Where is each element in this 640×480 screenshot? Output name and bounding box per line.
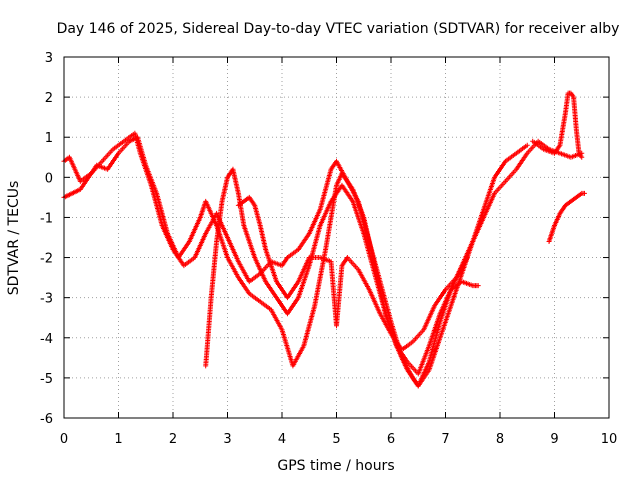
data-point-marker — [524, 142, 530, 148]
x-tick-label: 9 — [550, 432, 558, 447]
x-tick-label: 2 — [169, 432, 177, 447]
x-tick-label: 6 — [387, 432, 395, 447]
x-tick-label: 4 — [278, 432, 286, 447]
x-tick-label: 7 — [441, 432, 449, 447]
x-tick-label: 5 — [332, 432, 340, 447]
x-tick-label: 0 — [60, 432, 68, 447]
chart-title: Day 146 of 2025, Sidereal Day-to-day VTE… — [57, 21, 620, 37]
y-tick-label: -1 — [40, 211, 53, 226]
x-axis-ticks: 0 1 2 3 4 5 6 7 8 9 10 — [60, 57, 617, 447]
y-tick-label: 3 — [45, 51, 53, 66]
grid-lines — [64, 57, 609, 418]
y-tick-label: 1 — [45, 131, 53, 146]
y-tick-label: -5 — [40, 372, 53, 387]
y-tick-label: 2 — [45, 91, 53, 106]
y-tick-label: -2 — [40, 252, 53, 267]
y-tick-label: -6 — [40, 412, 53, 427]
x-axis-label: GPS time / hours — [277, 458, 394, 474]
y-tick-label: -4 — [40, 332, 53, 347]
x-tick-label: 8 — [496, 432, 504, 447]
y-axis-label: SDTVAR / TECUs — [6, 181, 22, 296]
x-tick-label: 10 — [601, 432, 618, 447]
data-point-marker — [579, 154, 585, 160]
y-tick-label: 0 — [45, 171, 53, 186]
data-points — [61, 90, 587, 389]
data-point-marker — [464, 255, 470, 261]
data-point-marker — [475, 283, 481, 289]
x-tick-label: 3 — [223, 432, 231, 447]
data-point-marker — [581, 190, 587, 196]
y-axis-ticks: 3 2 1 0 -1 -2 -3 -4 -5 -6 — [40, 51, 609, 427]
x-tick-label: 1 — [114, 432, 122, 447]
y-tick-label: -3 — [40, 292, 53, 307]
